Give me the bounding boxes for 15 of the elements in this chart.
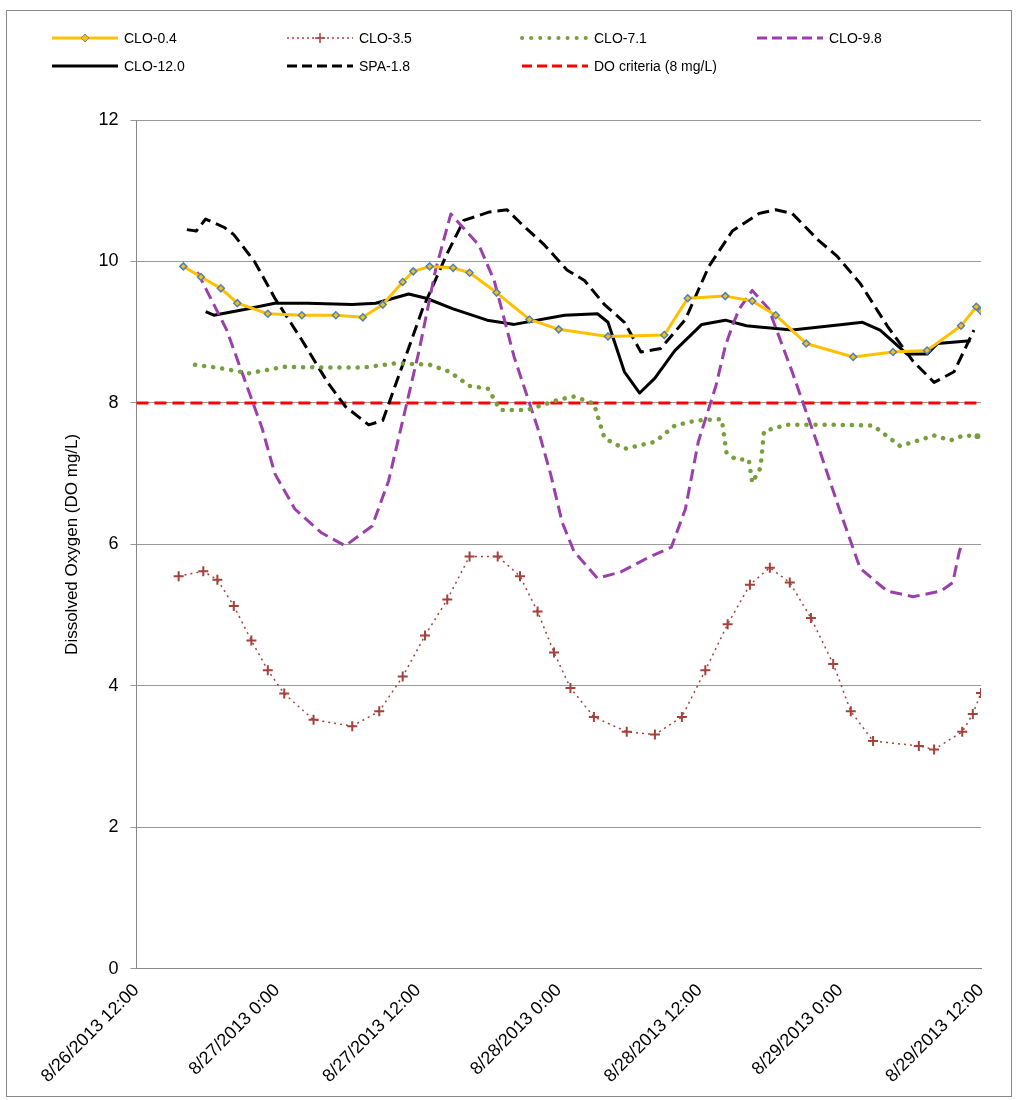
y-tick-label: 6 [108, 533, 119, 554]
legend-label: CLO-12.0 [124, 58, 185, 74]
legend-label: CLO-0.4 [124, 30, 177, 46]
legend-label: CLO-7.1 [594, 30, 647, 46]
y-tick-label: 2 [108, 816, 119, 837]
y-axis-title: Dissolved Oxygen (DO mg/L) [61, 433, 81, 655]
y-tick-label: 10 [98, 250, 119, 271]
legend-label: SPA-1.8 [359, 58, 411, 74]
legend-label: CLO-9.8 [829, 30, 882, 46]
y-tick-label: 8 [108, 391, 119, 412]
y-tick-label: 0 [108, 957, 119, 978]
legend-label: CLO-3.5 [359, 30, 412, 46]
legend-label: DO criteria (8 mg/L) [594, 58, 717, 74]
y-tick-label: 4 [108, 674, 119, 695]
y-tick-label: 12 [98, 108, 119, 129]
